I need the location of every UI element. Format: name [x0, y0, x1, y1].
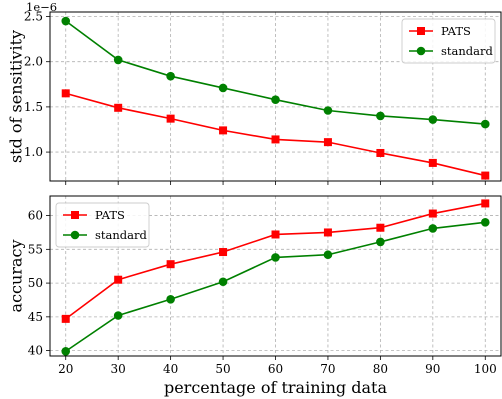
panel2-data-point: [323, 250, 333, 260]
panel2-x-tick-label: 90: [425, 362, 440, 376]
panel1-data-point: [428, 115, 438, 124]
panel2-data-point: [376, 223, 385, 232]
panel2-data-point: [480, 218, 490, 227]
panel1-series-standard: [61, 16, 490, 129]
panel1-data-point: [219, 126, 228, 135]
panel2-x-tick-label: 30: [111, 362, 126, 376]
panel2-legend-label: PATS: [95, 208, 125, 222]
panel1-data-point: [376, 111, 385, 121]
panel2-y-tick-label: 50: [28, 276, 43, 290]
panel1-legend-box: [401, 18, 496, 64]
panel2-legend-marker: [70, 230, 80, 240]
panel2-y-tick-label: 55: [28, 242, 43, 256]
panel2-data-point: [376, 237, 385, 247]
panel2-x-tick-label: 40: [163, 362, 178, 376]
panel1-legend-marker: [416, 46, 426, 56]
panel2-data-point: [113, 311, 123, 320]
panel1-legend-label: standard: [441, 44, 494, 58]
panel2-data-point: [428, 224, 438, 233]
panel2-data-point: [428, 209, 437, 218]
panel1-data-point: [481, 171, 490, 180]
panel2-x-tick-label: 70: [320, 362, 335, 376]
panel1-data-point: [61, 16, 71, 26]
panel2-x-axis-label: percentage of training data: [164, 378, 388, 397]
panel2-legend-box: [55, 202, 150, 248]
panel2-data-point: [166, 294, 175, 304]
panel1-data-point: [218, 83, 228, 93]
panel1-data-point: [113, 55, 123, 65]
panel1-data-point: [428, 158, 437, 167]
panel1-y-tick-label: 2.0: [24, 55, 43, 69]
panel2-data-point: [323, 228, 332, 237]
panel1-y-axis-label: std of sensitivity: [7, 30, 26, 163]
panel2-x-tick-label: 60: [268, 362, 283, 376]
panel1-data-point: [166, 114, 175, 123]
panel2-data-point: [271, 230, 280, 239]
panel1-y-tick-label: 1.5: [24, 100, 43, 114]
panel2-x-tick-label: 20: [58, 362, 73, 376]
panel1-y-tick-label: 2.5: [24, 10, 43, 24]
panel2-series-pats: [61, 199, 490, 323]
panel2-legend-label: standard: [95, 228, 148, 242]
panel2-x-tick-label: 80: [373, 362, 388, 376]
panel1-data-point: [61, 89, 70, 98]
panel1-data-point: [166, 71, 175, 81]
panel1-y-tick-label: 1.0: [24, 145, 43, 159]
panel2-legend-marker: [71, 211, 79, 219]
panel2-data-point: [218, 277, 228, 287]
panel2-y-tick-label: 60: [28, 209, 43, 223]
panel1-data-point: [114, 103, 123, 112]
panel2-x-tick-label: 50: [215, 362, 230, 376]
panel2-data-point: [219, 248, 228, 257]
panel1-y-offset-label: 1e−6: [26, 0, 57, 14]
panel1-data-point: [271, 95, 280, 104]
panel1-data-point: [480, 119, 490, 129]
panel2-y-axis-label: accuracy: [7, 240, 26, 313]
panel2-series-standard: [61, 218, 490, 356]
panel2-axes-frame: [49, 195, 502, 357]
panel1-data-point: [323, 106, 333, 115]
panel2-data-point: [114, 275, 123, 284]
panel2-data-point: [61, 314, 70, 323]
panel2-data-point: [61, 346, 71, 356]
panel1-data-point: [376, 148, 385, 157]
panel2-data-point: [481, 199, 490, 208]
panel2-data-point: [271, 253, 280, 262]
panel2-y-tick-label: 40: [28, 344, 43, 358]
panel1-series-pats: [61, 89, 490, 180]
panel1-legend-marker: [417, 27, 425, 35]
panel2-x-tick-label: 100: [474, 362, 497, 376]
panel1-axes-frame: [49, 11, 502, 182]
panel2-y-tick-label: 45: [28, 310, 43, 324]
panel1-data-point: [271, 135, 280, 144]
panel1-legend-label: PATS: [441, 24, 471, 38]
panel2-data-point: [166, 260, 175, 269]
panel1-data-point: [323, 138, 332, 147]
